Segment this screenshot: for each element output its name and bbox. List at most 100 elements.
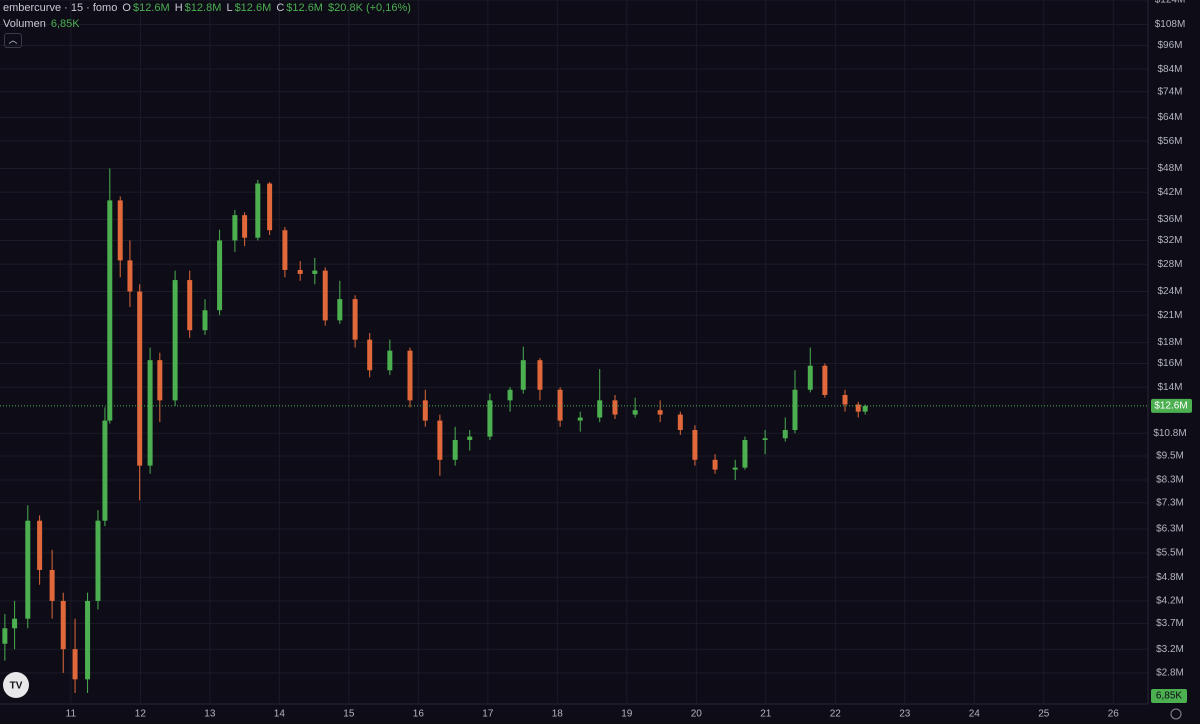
candle-body [387, 350, 393, 371]
plot [0, 168, 1148, 694]
logo-mark: TV [10, 681, 23, 692]
y-tick-label: $48M [1157, 163, 1182, 174]
x-tick-label: 20 [691, 709, 703, 720]
price-legend: embercurve · 15 · fomo O $12.6M H $12.8M L… [3, 1, 413, 17]
y-tick-label: $56M [1157, 136, 1182, 147]
candle-body [102, 420, 108, 521]
c-label: C [276, 2, 285, 14]
candle-body [577, 417, 583, 421]
y-tick-label: $3.2M [1156, 644, 1184, 655]
x-tick-label: 23 [899, 709, 911, 720]
candle-body [807, 365, 813, 390]
volume-label[interactable]: Volumen [3, 18, 46, 30]
candle-body [632, 410, 638, 415]
candle-body [187, 280, 193, 331]
x-tick-label: 24 [969, 709, 981, 720]
candle-body [537, 360, 543, 390]
y-tick-label: $4.2M [1156, 596, 1184, 607]
candle-body [312, 270, 318, 274]
candle-body [352, 299, 358, 340]
candle-body [267, 183, 273, 231]
candle-body [782, 430, 788, 439]
candle-body [842, 394, 848, 405]
candle-body [127, 260, 133, 292]
x-tick-label: 14 [274, 709, 286, 720]
candle-body [137, 291, 143, 466]
close: $12.6M [286, 2, 323, 14]
volume-legend: Volumen 6,85K [3, 17, 413, 33]
x-tick-label: 19 [621, 709, 633, 720]
candle-body [147, 360, 153, 466]
candle-body [407, 350, 413, 401]
open: $12.6M [132, 2, 170, 14]
o-label: O [122, 2, 131, 14]
x-tick-label: 16 [413, 709, 425, 720]
volume-tag-label: 6,85K [1156, 691, 1182, 702]
candle-body [12, 618, 18, 629]
candle-body [822, 365, 828, 395]
x-tick-label: 21 [760, 709, 772, 720]
candle-body [732, 467, 738, 470]
candle-body [282, 230, 288, 270]
candle-body [657, 410, 663, 415]
candle-body [597, 400, 603, 418]
y-tick-label: $21M [1157, 310, 1182, 321]
symbol[interactable]: embercurve · 15 · fomo [3, 2, 118, 14]
x-tick-label: 11 [66, 709, 77, 720]
x-tick-label: 12 [135, 709, 147, 720]
y-tick-label: $42M [1157, 187, 1182, 198]
y-tick-label: $108M [1155, 19, 1186, 30]
y-tick-label: $8.3M [1156, 475, 1184, 486]
volume-value: 6,85K [50, 18, 80, 30]
candle-body [692, 430, 698, 460]
candle-body [677, 414, 683, 431]
logo[interactable] [3, 672, 29, 698]
candle-body [422, 400, 428, 421]
candle-body [202, 310, 208, 331]
y-tick-label: $18M [1157, 337, 1182, 348]
last-price-label: $12.6M [1154, 401, 1187, 412]
y-tick-label: $16M [1157, 358, 1182, 369]
h-label: H [174, 2, 183, 14]
settings-icon[interactable] [1170, 708, 1182, 720]
x-tick-label: 18 [552, 709, 564, 720]
y-tick-label: $124M [1155, 0, 1186, 6]
candle-body [117, 200, 123, 261]
candle-body [157, 360, 163, 401]
y-tick-label: $9.5M [1156, 451, 1184, 462]
y-tick-label: $4.8M [1156, 572, 1184, 583]
candle-body [367, 339, 373, 371]
candle-body [487, 400, 493, 437]
candle-body [242, 215, 248, 238]
collapse-button[interactable]: ︿ [4, 33, 22, 48]
candle-body [60, 600, 66, 650]
candle-body [322, 270, 328, 321]
y-tick-label: $36M [1157, 214, 1182, 225]
candle-body [95, 520, 101, 601]
candle-body [437, 420, 443, 460]
y-tick-label: $32M [1157, 235, 1182, 246]
candle-body [255, 183, 261, 238]
y-tick-label: $74M [1157, 86, 1182, 97]
x-tick-label: 22 [830, 709, 842, 720]
candle-body [742, 439, 748, 468]
change: $20.8K (+0,16%) [328, 2, 411, 14]
legend: embercurve · 15 · fomo O $12.6M H $12.8M L… [3, 1, 413, 33]
y-tick-label: $2.8M [1156, 668, 1184, 679]
x-tick-label: 13 [204, 709, 216, 720]
y-tick-label: $84M [1157, 64, 1182, 75]
grid [0, 0, 1148, 704]
candle-body [712, 459, 718, 470]
y-tick-label: $96M [1157, 40, 1182, 51]
l-label: L [226, 2, 233, 14]
y-tick-label: $5.5M [1156, 548, 1184, 559]
candle-body [72, 649, 78, 680]
candle-body [297, 269, 303, 274]
candle-body [855, 404, 861, 412]
candle-body [792, 389, 798, 431]
candle-body [507, 389, 513, 401]
y-tick-label: $64M [1157, 112, 1182, 123]
candle-body [467, 436, 473, 440]
